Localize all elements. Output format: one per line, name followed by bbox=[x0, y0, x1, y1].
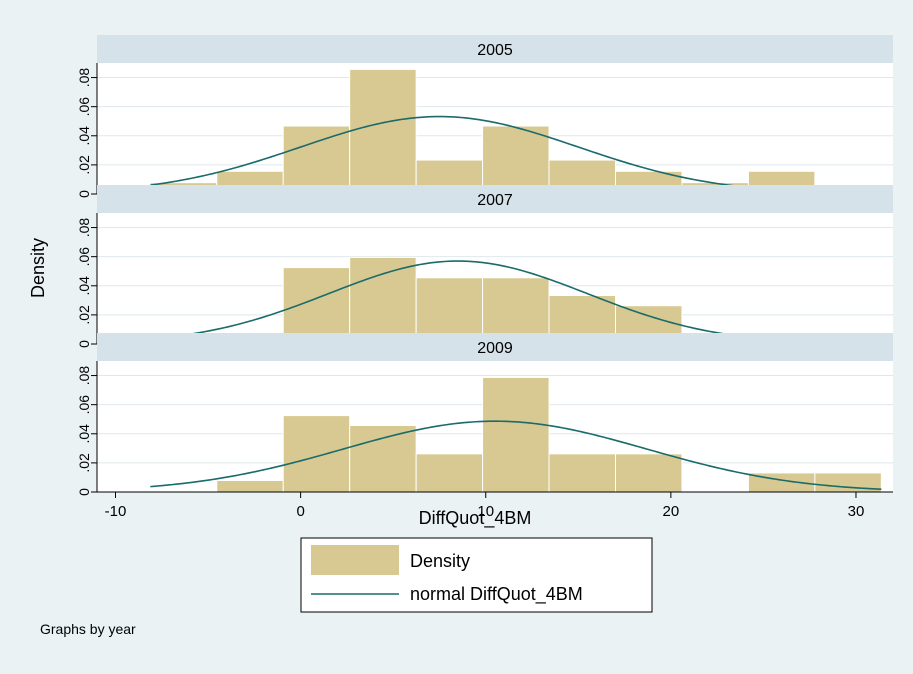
histogram-bar bbox=[216, 480, 284, 493]
histogram-bar bbox=[482, 376, 550, 493]
x-tick-label: 30 bbox=[848, 503, 865, 520]
histogram-bar bbox=[349, 424, 417, 493]
y-tick-label: 0 bbox=[76, 340, 92, 348]
y-tick-label: .06 bbox=[76, 97, 92, 117]
chart-note: Graphs by year bbox=[40, 621, 136, 637]
y-axis-label: Density bbox=[28, 238, 48, 298]
legend-swatch-density bbox=[311, 545, 399, 575]
y-tick-label: .04 bbox=[76, 126, 92, 146]
x-tick-label: 10 bbox=[477, 503, 494, 520]
x-tick-label: 0 bbox=[296, 503, 304, 520]
histogram-bar bbox=[349, 68, 417, 195]
panel-strip bbox=[97, 333, 893, 361]
y-tick-label: .08 bbox=[76, 218, 92, 238]
histogram-bar bbox=[548, 453, 617, 493]
panel-strip bbox=[97, 185, 893, 213]
x-axis-label: DiffQuot_4BM bbox=[419, 508, 532, 529]
panel-title: 2005 bbox=[477, 42, 513, 59]
histogram-bar bbox=[482, 277, 550, 345]
panel-title: 2009 bbox=[477, 340, 513, 357]
y-tick-label: 0 bbox=[76, 190, 92, 198]
panel-2005: 2005 0 .02 .04 .06 .08 bbox=[76, 35, 893, 198]
y-tick-label: .06 bbox=[76, 247, 92, 267]
y-tick-label: .04 bbox=[76, 424, 92, 444]
y-tick-label: .02 bbox=[76, 155, 92, 175]
y-tick-label: .04 bbox=[76, 276, 92, 296]
histogram-bar bbox=[282, 125, 351, 195]
x-tick-label: 20 bbox=[663, 503, 680, 520]
y-tick-label: .02 bbox=[76, 453, 92, 473]
legend: Density normal DiffQuot_4BM bbox=[300, 537, 653, 613]
histogram-bar bbox=[482, 125, 550, 195]
panel-2007: 2007 0 .02 .04 .06 .08 bbox=[76, 185, 893, 348]
y-tick-label: .02 bbox=[76, 305, 92, 325]
panel-title: 2007 bbox=[477, 192, 513, 209]
histogram-bar bbox=[282, 267, 351, 345]
panel-2009: 2009 0 .02 .04 .06 .08 -10 0 10 20 30 bbox=[76, 333, 893, 520]
y-tick-label: .08 bbox=[76, 366, 92, 386]
histogram-bar bbox=[349, 256, 417, 345]
histogram-bar bbox=[415, 453, 484, 493]
histogram-bar bbox=[282, 415, 351, 493]
y-tick-label: .06 bbox=[76, 395, 92, 415]
y-tick-label: 0 bbox=[76, 488, 92, 496]
legend-label-density: Density bbox=[410, 551, 470, 571]
histogram-bar bbox=[615, 453, 683, 493]
x-tick-label: -10 bbox=[105, 503, 127, 520]
legend-label-normal: normal DiffQuot_4BM bbox=[410, 584, 583, 605]
normal-curve bbox=[150, 420, 882, 491]
y-tick-label: .08 bbox=[76, 68, 92, 88]
histogram-bar bbox=[415, 277, 484, 345]
panel-strip bbox=[97, 35, 893, 63]
